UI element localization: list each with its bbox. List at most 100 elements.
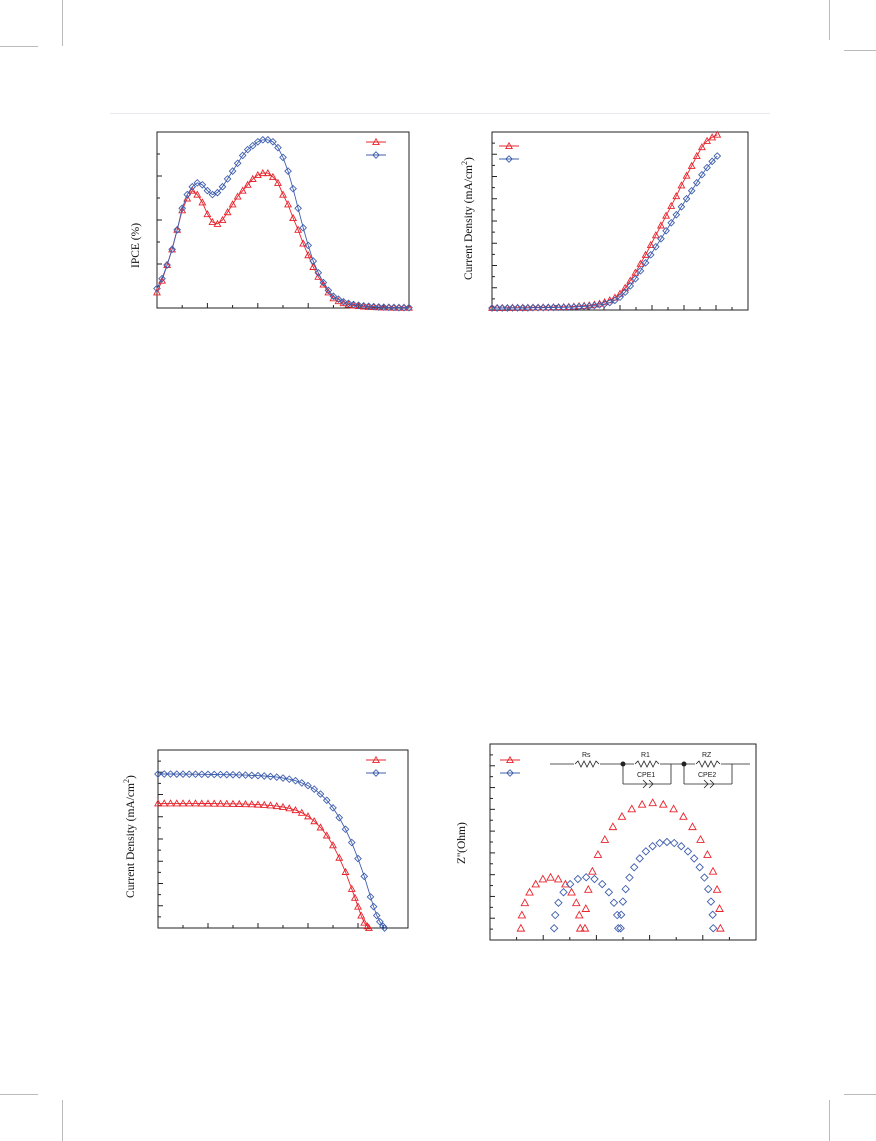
ipce-series-1-point [359, 302, 368, 310]
eis-plot: Rs R1 CPE1 RZ CPE2 [489, 743, 757, 941]
jv-dark-series-1-point [488, 304, 496, 312]
jv-dark-series-1-point [605, 298, 614, 307]
ipce-series-0-point [153, 288, 161, 296]
eis-series-1-point [700, 873, 709, 882]
jv-light-series-1-line [158, 773, 385, 929]
ipce-legend-marker-1 [372, 151, 380, 159]
eis-series-0-point [688, 822, 697, 831]
eis-series-1-point [625, 873, 634, 882]
jv-dark-series-1-point [657, 234, 665, 243]
jv-light-series-1-point [235, 771, 244, 779]
eis-legend-marker-0 [506, 755, 514, 764]
eis-series-1-point [641, 847, 651, 856]
jv-dark-series-0-point [513, 303, 522, 311]
jv-dark-series-0-point [703, 136, 712, 144]
jv-light-series-1-point [247, 771, 256, 780]
eis-series-1-point [677, 841, 686, 851]
ipce-series-1-point [274, 143, 282, 152]
jv-light-series-0-point [357, 911, 366, 919]
eis-series-1-point [609, 898, 619, 907]
eis-series-1-point [683, 847, 693, 856]
jv-light-series-1-point [304, 781, 312, 790]
ipce-series-0-point [223, 208, 232, 216]
ipce-series-0-point [168, 245, 177, 253]
ipce-series-1-point [198, 180, 207, 189]
eis-series-1-point [573, 874, 583, 884]
ipce-series-1-point [369, 302, 378, 311]
jv-light-series-0-point [197, 799, 206, 807]
jv-light-series-0-point [241, 799, 250, 808]
jv-dark-series-0-point [498, 303, 507, 311]
jv-dark-series-0-point [569, 302, 578, 310]
ipce-series-1-point [279, 153, 287, 162]
jv-dark-series-1-point [539, 303, 548, 312]
ipce-series-1-line [156, 139, 409, 309]
ipce-series-1-point [344, 299, 353, 308]
eis-series-1-point [706, 897, 716, 906]
eis-series-1-point [565, 879, 575, 889]
eis-series-0-point [553, 874, 563, 883]
jv-dark-series-1-point [564, 303, 573, 311]
jv-dark-series-0-point [636, 259, 645, 267]
jv-dark-series-1-point [677, 202, 686, 211]
jv-dark-series-1-point [652, 242, 660, 251]
ipce-legend-marker-0 [372, 137, 380, 146]
jv-dark-series-0-point [544, 303, 553, 311]
eis-series-0-point [525, 887, 534, 896]
eis-series-0-point [637, 799, 647, 808]
jv-dark-y-axis-label: Current Density (mA/cm2) [460, 157, 475, 280]
jv-light-series-1-point [360, 872, 369, 881]
ipce-series-0-point [193, 190, 202, 198]
eis-series-0-point [600, 835, 610, 843]
ipce-series-1-point [188, 182, 197, 191]
ipce-series-0-point [218, 215, 227, 224]
ipce-series-1-point [163, 261, 171, 269]
jv-dark-series-1-point [513, 304, 522, 312]
eis-chart: Z''(Ohm) Rs R1 CPE1 RZ CPE2 [440, 740, 770, 950]
jv-dark-series-0-point [549, 303, 558, 311]
ipce-series-1-point [304, 241, 313, 250]
equivalent-circuit: Rs R1 CPE1 RZ CPE2 [550, 752, 750, 789]
ipce-series-1-point [339, 297, 348, 306]
eis-series-1-point [709, 924, 718, 933]
ipce-series-0-point [213, 219, 222, 227]
jv-dark-series-0-point [697, 143, 706, 151]
circuit-label-r-0: R1 [641, 752, 650, 759]
jv-dark-series-1-point [524, 304, 532, 312]
jv-light-series-0-point [154, 799, 162, 807]
jv-light-series-0-point [347, 884, 356, 892]
jv-dark-series-1-point [713, 152, 722, 160]
jv-dark-series-1-point [549, 303, 558, 312]
jv-dark-series-1-point [708, 157, 716, 166]
jv-light-legend-marker-1 [372, 769, 380, 777]
jv-light-series-0-point [266, 801, 275, 809]
ipce-series-0-point [273, 178, 282, 186]
eis-series-0-point [581, 904, 591, 912]
circuit-label-rs: Rs [582, 752, 591, 759]
jv-light-plot [154, 749, 409, 932]
ipce-series-0-point [289, 213, 298, 222]
jv-light-series-1-point [191, 770, 200, 779]
jv-light-series-0-point [354, 902, 362, 910]
jv-light-series-1-point [260, 772, 269, 780]
ipce-series-1-point [379, 303, 388, 312]
ipce-series-1-point [289, 184, 297, 193]
eis-series-1-point [612, 910, 622, 920]
jv-dark-series-0-point [621, 283, 630, 291]
eis-legend-marker-1 [506, 769, 514, 777]
eis-series-0-point [608, 822, 618, 831]
jv-light-series-0-point [329, 841, 337, 849]
jv-dark-series-1-point [508, 304, 517, 312]
jv-light-series-0-point [260, 800, 269, 808]
jv-dark-series-1-point [641, 258, 650, 267]
eis-series-1-point [597, 879, 607, 889]
jv-light-series-1-point [291, 776, 300, 785]
jv-dark-series-1-point [662, 226, 670, 235]
ipce-series-1-point [395, 303, 403, 312]
jv-light-series-1-point [376, 917, 384, 926]
ipce-series-1-point [153, 284, 161, 293]
jv-light-legend-marker-0 [372, 755, 380, 764]
jv-dark-series-1-point [503, 304, 512, 312]
jv-dark-series-0-point [687, 161, 696, 169]
jv-light-series-0-point [304, 812, 312, 820]
